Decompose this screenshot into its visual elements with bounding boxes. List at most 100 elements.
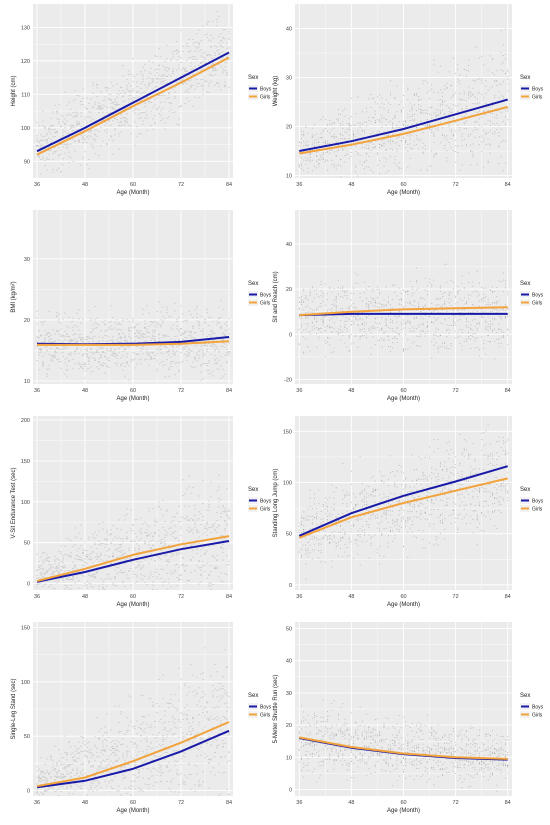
data-point [318,329,320,331]
data-point [194,356,196,358]
data-point [387,170,389,172]
data-point [78,587,80,589]
data-point [353,133,355,135]
data-point [176,318,178,320]
data-point [66,365,68,367]
data-point [144,111,146,113]
data-point [305,323,307,325]
data-point [357,282,359,284]
data-point [335,330,337,332]
data-point [392,338,394,340]
data-point [50,579,52,581]
data-point [150,72,152,74]
data-point [190,332,192,334]
data-point [108,326,110,328]
data-point [92,107,94,109]
data-point [182,494,184,496]
data-point [416,127,418,129]
data-point [124,117,126,119]
data-point [40,351,42,353]
data-point [48,331,50,333]
data-point [478,322,480,324]
data-point [424,289,426,291]
data-point [318,165,320,167]
data-point [405,291,407,293]
data-point [182,347,184,349]
data-point [226,72,228,74]
data-point [489,323,491,325]
data-point [86,108,88,110]
data-point [228,31,230,33]
data-point [192,361,194,363]
data-point [491,86,493,88]
data-point [379,173,381,175]
data-point [446,157,448,159]
data-point [60,342,62,344]
data-point [136,91,138,93]
data-point [413,94,415,96]
data-point [409,143,411,145]
data-point [448,291,450,293]
data-point [314,289,316,291]
data-point [50,117,52,119]
data-point [122,116,124,118]
data-point [150,339,152,341]
data-point [485,123,487,125]
data-point [106,335,108,337]
data-point [162,353,164,355]
series-line-girls [37,340,230,346]
data-point [88,359,90,361]
data-point [463,93,465,95]
data-point [226,321,228,323]
data-point [94,129,96,131]
data-point [218,524,220,526]
data-point [178,51,180,53]
data-point [303,140,305,142]
data-point [116,528,118,530]
data-point [465,69,467,71]
data-point [214,74,216,76]
data-point [500,63,502,65]
data-point [439,306,441,308]
data-point [160,102,162,104]
data-point [44,340,46,342]
data-point [164,60,166,62]
data-point [74,353,76,355]
data-point [146,117,148,119]
data-point [178,316,180,318]
data-point [385,118,387,120]
data-point [507,308,509,310]
data-point [126,538,128,540]
data-point [298,343,300,345]
data-point [196,547,198,549]
data-point [108,139,110,141]
data-point [160,78,162,80]
data-point [387,140,389,142]
data-point [176,69,178,71]
data-point [42,569,44,571]
data-point [409,116,411,118]
data-point [194,542,196,544]
data-point [303,329,305,331]
data-point [166,312,168,314]
data-point [389,148,391,150]
data-point [48,333,50,335]
data-point [184,69,186,71]
data-point [396,85,398,87]
data-point [222,332,224,334]
data-point [174,86,176,88]
data-point [472,303,474,305]
data-point [359,139,361,141]
data-point [361,111,363,113]
data-point [450,305,452,307]
data-point [204,57,206,59]
data-point [84,119,86,121]
data-point [118,567,120,569]
data-point [90,319,92,321]
data-point [357,346,359,348]
data-point [303,133,305,135]
data-point [108,93,110,95]
data-point [346,328,348,330]
data-point [184,569,186,571]
data-point [158,69,160,71]
